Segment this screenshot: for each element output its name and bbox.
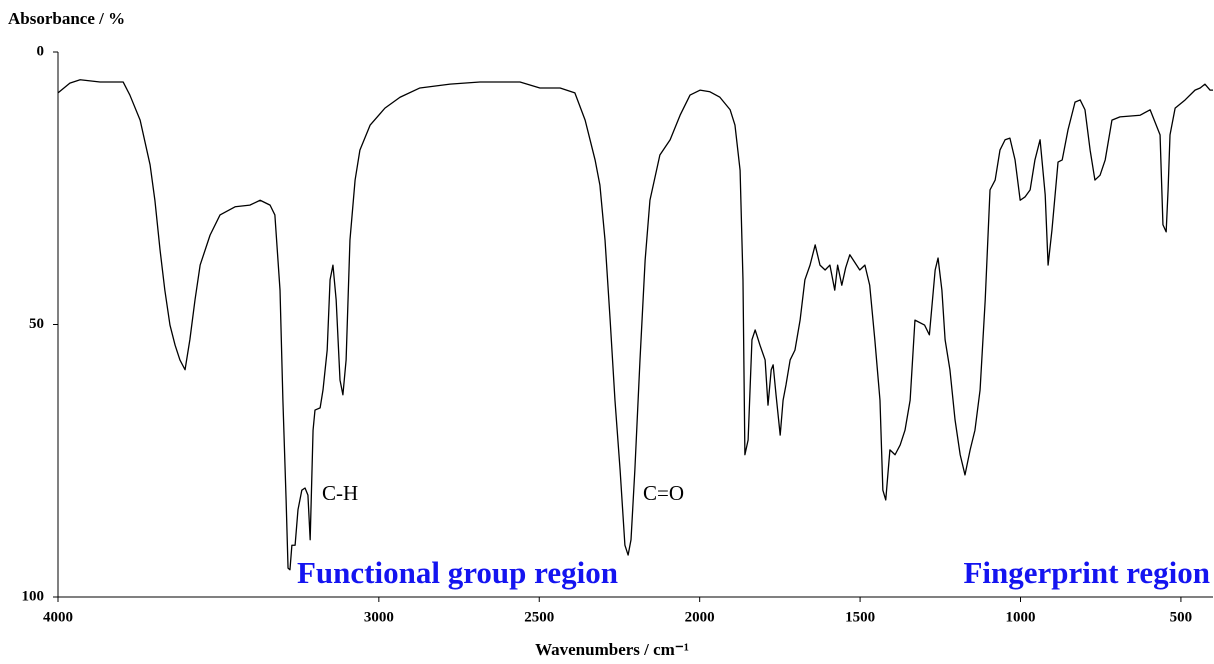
x-axis-label: Wavenumbers / cm⁻¹ (535, 640, 689, 659)
x-tick-label: 4000 (43, 609, 73, 625)
annotation: C-H (322, 481, 358, 505)
annotation: C=O (643, 481, 684, 505)
y-tick-label: 50 (29, 316, 44, 332)
annotation: Fingerprint region (963, 555, 1210, 590)
spectrum-line (57, 79, 1213, 571)
x-tick-label: 1500 (845, 609, 875, 625)
x-tick-label: 3000 (364, 609, 394, 625)
annotation: Functional group region (297, 555, 618, 590)
x-tick-label: 1000 (1006, 609, 1036, 625)
y-tick-label: 100 (22, 588, 45, 604)
x-tick-label: 2500 (524, 609, 554, 625)
x-tick-label: 2000 (685, 609, 715, 625)
y-tick-label: 0 (37, 43, 45, 59)
chart-title: Absorbance / % (8, 9, 125, 28)
x-tick-label: 500 (1170, 609, 1193, 625)
